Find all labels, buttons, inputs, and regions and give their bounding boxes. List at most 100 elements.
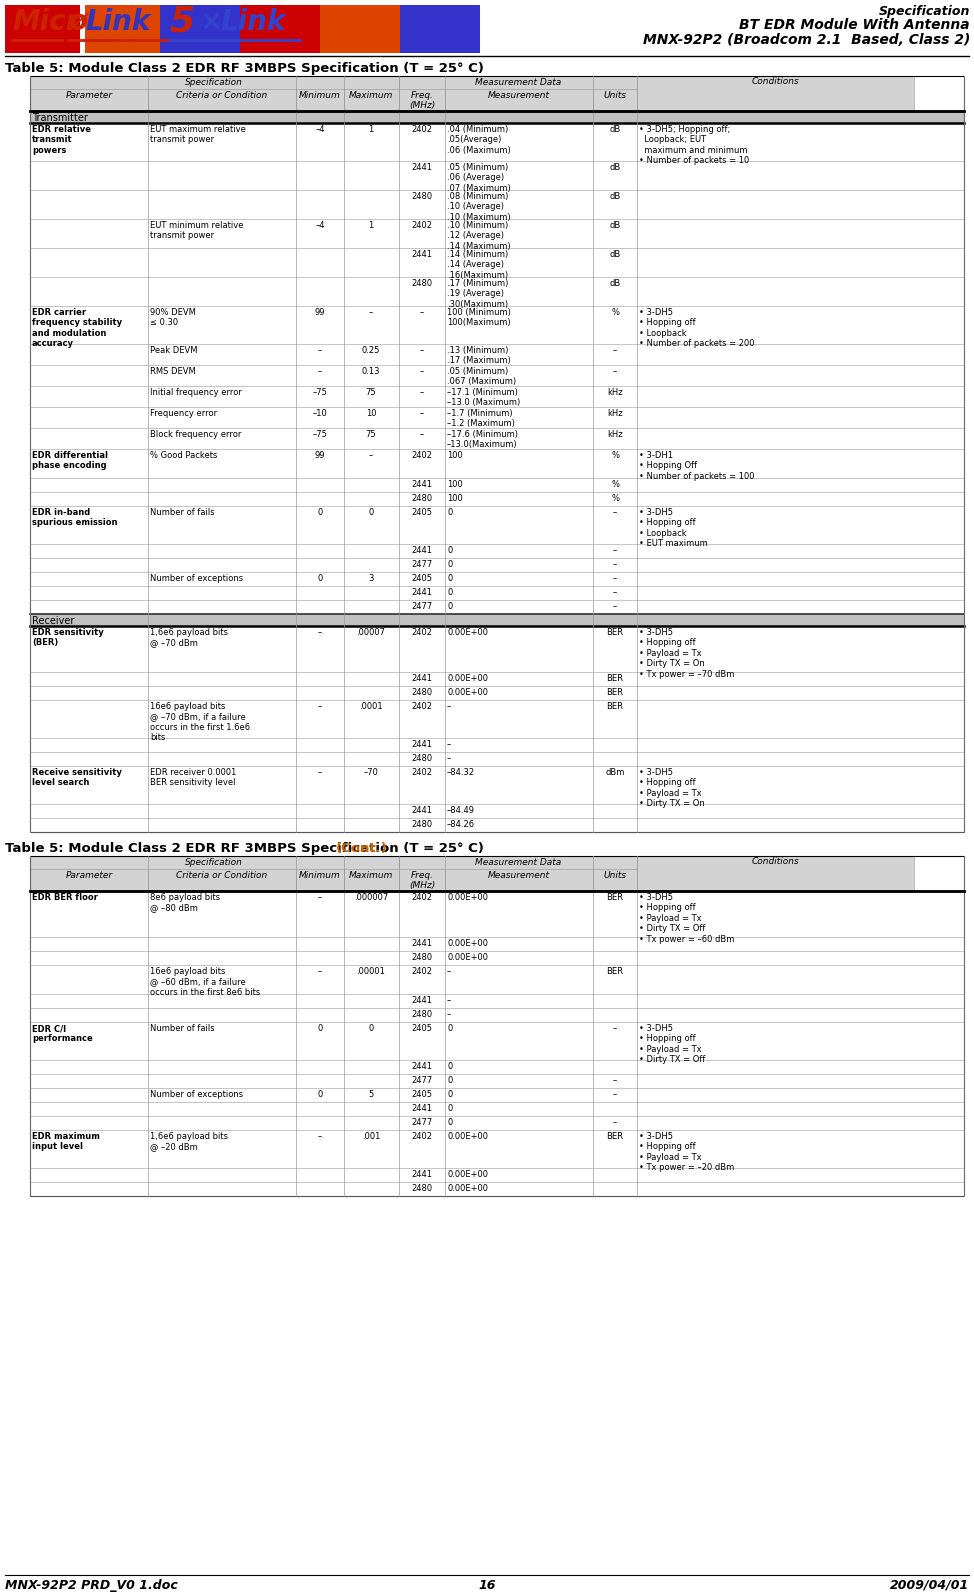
Text: EDR C/I
performance: EDR C/I performance (32, 1024, 93, 1043)
Bar (296, 892, 344, 936)
Text: Receiver: Receiver (32, 616, 74, 625)
Bar (445, 625, 593, 671)
Bar (148, 625, 296, 671)
Bar (30, 1008, 148, 1022)
Text: 99: 99 (315, 451, 325, 459)
Bar (344, 407, 399, 427)
Bar (344, 738, 399, 751)
Text: 0.00E+00: 0.00E+00 (447, 687, 488, 697)
Text: .13 (Minimum)
.17 (Maximum): .13 (Minimum) .17 (Maximum) (447, 346, 510, 365)
Text: Measurement Data: Measurement Data (475, 858, 561, 868)
Text: 0.00E+00: 0.00E+00 (447, 1132, 488, 1140)
Text: 2402: 2402 (411, 893, 432, 903)
Text: –: – (613, 589, 618, 597)
Bar (296, 407, 344, 427)
Bar (399, 491, 445, 506)
Text: 8e6 payload bits
@ –80 dBm: 8e6 payload bits @ –80 dBm (150, 893, 220, 912)
Bar (399, 818, 445, 833)
Bar (148, 1129, 296, 1168)
Bar (637, 506, 914, 544)
Bar (399, 365, 445, 386)
Bar (296, 1073, 344, 1088)
Text: –: – (613, 367, 618, 376)
Text: 0: 0 (368, 1024, 374, 1034)
Bar (296, 951, 344, 965)
Text: BER: BER (607, 893, 623, 903)
Bar (593, 407, 637, 427)
Bar (399, 671, 445, 686)
Text: 2402: 2402 (411, 702, 432, 711)
Text: • 3-DH5
• Hopping off
• Loopback
• EUT maximum: • 3-DH5 • Hopping off • Loopback • EUT m… (639, 507, 708, 549)
Text: ×: × (200, 8, 223, 37)
Bar (344, 1008, 399, 1022)
Text: Number of exceptions: Number of exceptions (150, 1089, 244, 1099)
Bar (30, 190, 148, 219)
Text: 0.00E+00: 0.00E+00 (447, 939, 488, 947)
Text: 0: 0 (447, 1062, 452, 1070)
Bar (637, 600, 914, 614)
Bar (148, 123, 296, 161)
Bar (344, 190, 399, 219)
Text: %: % (611, 480, 619, 490)
Text: Units: Units (604, 91, 626, 100)
Bar (445, 892, 593, 936)
Bar (30, 1168, 148, 1182)
Bar (30, 686, 148, 700)
Bar (399, 936, 445, 951)
Bar (445, 751, 593, 766)
Bar (593, 600, 637, 614)
Text: 99: 99 (315, 308, 325, 317)
Text: –17.6 (Minimum)
–13.0(Maximum): –17.6 (Minimum) –13.0(Maximum) (447, 431, 518, 450)
Text: 0.00E+00: 0.00E+00 (447, 1183, 488, 1193)
Text: 2441: 2441 (411, 995, 432, 1005)
Text: 0.00E+00: 0.00E+00 (447, 952, 488, 962)
Text: 0.00E+00: 0.00E+00 (447, 628, 488, 636)
Bar (30, 614, 964, 625)
Bar (30, 77, 964, 833)
Bar (399, 1102, 445, 1116)
Bar (445, 804, 593, 818)
Text: Table 5: Module Class 2 EDR RF 3MBPS Specification (T = 25° C): Table 5: Module Class 2 EDR RF 3MBPS Spe… (5, 842, 484, 855)
Bar (637, 1061, 914, 1073)
Bar (445, 247, 593, 278)
Bar (593, 671, 637, 686)
Bar (148, 478, 296, 491)
Bar (30, 278, 148, 306)
Text: –: – (613, 507, 618, 517)
Bar (160, 5, 240, 53)
Bar (148, 686, 296, 700)
Bar (148, 600, 296, 614)
Text: 0: 0 (318, 507, 322, 517)
Text: • 3-DH5; Hopping off;
  Loopback; EUT
  maximum and minimum
• Number of packets : • 3-DH5; Hopping off; Loopback; EUT maxi… (639, 124, 749, 166)
Bar (344, 951, 399, 965)
Bar (148, 1088, 296, 1102)
Bar (344, 751, 399, 766)
Bar (637, 1022, 914, 1061)
Bar (593, 386, 637, 407)
Bar (445, 1061, 593, 1073)
Text: EUT minimum relative
transmit power: EUT minimum relative transmit power (150, 222, 244, 241)
Bar (296, 1116, 344, 1129)
Bar (30, 600, 148, 614)
Text: dB: dB (610, 124, 620, 134)
Bar (148, 306, 296, 345)
Text: –: – (447, 995, 451, 1005)
Text: 2477: 2477 (411, 560, 432, 569)
Text: Criteria or Condition: Criteria or Condition (176, 871, 268, 880)
Text: –: – (447, 754, 451, 762)
Text: Specification: Specification (185, 78, 243, 88)
Bar (593, 804, 637, 818)
Bar (148, 1102, 296, 1116)
Bar (445, 190, 593, 219)
Bar (296, 1088, 344, 1102)
Bar (593, 625, 637, 671)
Bar (30, 1102, 148, 1116)
Bar (593, 365, 637, 386)
Bar (399, 700, 445, 738)
Text: –84.26: –84.26 (447, 820, 475, 829)
Text: Number of fails: Number of fails (150, 507, 214, 517)
Text: Transmitter: Transmitter (32, 113, 88, 123)
Bar (296, 671, 344, 686)
Text: 0: 0 (447, 574, 452, 584)
Text: 2441: 2441 (411, 675, 432, 683)
